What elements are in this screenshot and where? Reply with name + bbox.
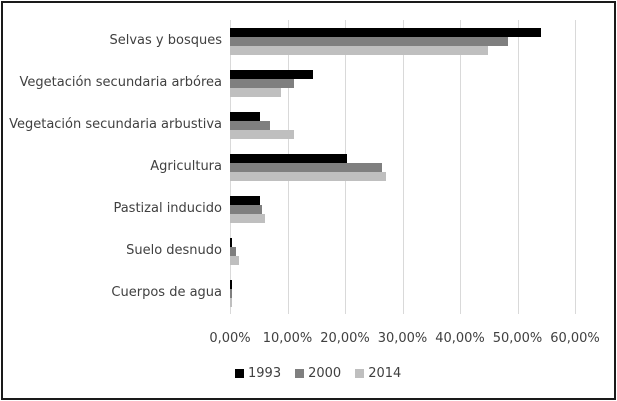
plot-area bbox=[230, 20, 576, 314]
category-group bbox=[230, 188, 575, 230]
x-tick-label: 40,00% bbox=[435, 331, 485, 346]
category-group bbox=[230, 146, 575, 188]
x-tick-label: 50,00% bbox=[492, 331, 543, 346]
bar-2000 bbox=[230, 162, 383, 172]
legend-label: 1993 bbox=[248, 366, 282, 381]
bar-1993 bbox=[230, 111, 260, 121]
x-tick-label: 20,00% bbox=[320, 331, 370, 346]
bar-2014 bbox=[230, 171, 387, 181]
category-group bbox=[230, 62, 575, 104]
bar-1993 bbox=[230, 195, 261, 205]
bar-2000 bbox=[230, 288, 232, 298]
category-group bbox=[230, 230, 575, 272]
bar-2000 bbox=[230, 78, 294, 88]
category-label: Suelo desnudo bbox=[126, 243, 222, 258]
category-label: Selvas y bosques bbox=[109, 33, 223, 48]
gridline bbox=[460, 20, 461, 314]
bar-2000 bbox=[230, 204, 263, 214]
category-label: Vegetación secundaria arbórea bbox=[19, 75, 223, 90]
bar-1993 bbox=[230, 279, 233, 289]
gridline bbox=[402, 20, 404, 314]
legend: 1993 2000 2014 bbox=[235, 366, 401, 381]
x-tick-label: 60,00% bbox=[550, 331, 600, 346]
legend-swatch-icon bbox=[295, 369, 305, 378]
legend-item-2000: 2000 bbox=[295, 366, 341, 381]
legend-swatch-icon bbox=[355, 369, 365, 378]
bar-1993 bbox=[230, 237, 233, 247]
gridline bbox=[517, 20, 519, 314]
bar-2014 bbox=[230, 255, 240, 265]
bar-2014 bbox=[230, 297, 232, 307]
bar-1993 bbox=[230, 27, 542, 37]
bar-1993 bbox=[230, 153, 348, 163]
category-label: Agricultura bbox=[150, 159, 222, 174]
category-group bbox=[230, 272, 575, 314]
category-label: Vegetación secundaria arbustiva bbox=[9, 117, 222, 132]
gridline bbox=[575, 20, 576, 314]
category-label: Pastizal inducido bbox=[113, 201, 222, 216]
category-group bbox=[230, 20, 575, 62]
bar-2000 bbox=[230, 120, 271, 130]
bar-2014 bbox=[230, 45, 488, 55]
x-tick-label: 10,00% bbox=[262, 331, 313, 346]
bar-1993 bbox=[230, 69, 314, 79]
legend-swatch-icon bbox=[235, 369, 244, 378]
legend-label: 2000 bbox=[308, 366, 342, 381]
legend-label: 2014 bbox=[368, 366, 402, 381]
category-group bbox=[230, 104, 575, 146]
category-label: Cuerpos de agua bbox=[111, 285, 222, 300]
bar-2000 bbox=[230, 246, 236, 256]
legend-item-2014: 2014 bbox=[355, 366, 401, 381]
bar-2000 bbox=[230, 36, 508, 46]
x-tick-label: 0,00% bbox=[209, 331, 251, 346]
x-tick-label: 30,00% bbox=[377, 331, 428, 346]
bar-2014 bbox=[230, 129, 294, 139]
bar-2014 bbox=[230, 213, 265, 223]
bar-2014 bbox=[230, 87, 282, 97]
legend-item-1993: 1993 bbox=[235, 366, 281, 381]
